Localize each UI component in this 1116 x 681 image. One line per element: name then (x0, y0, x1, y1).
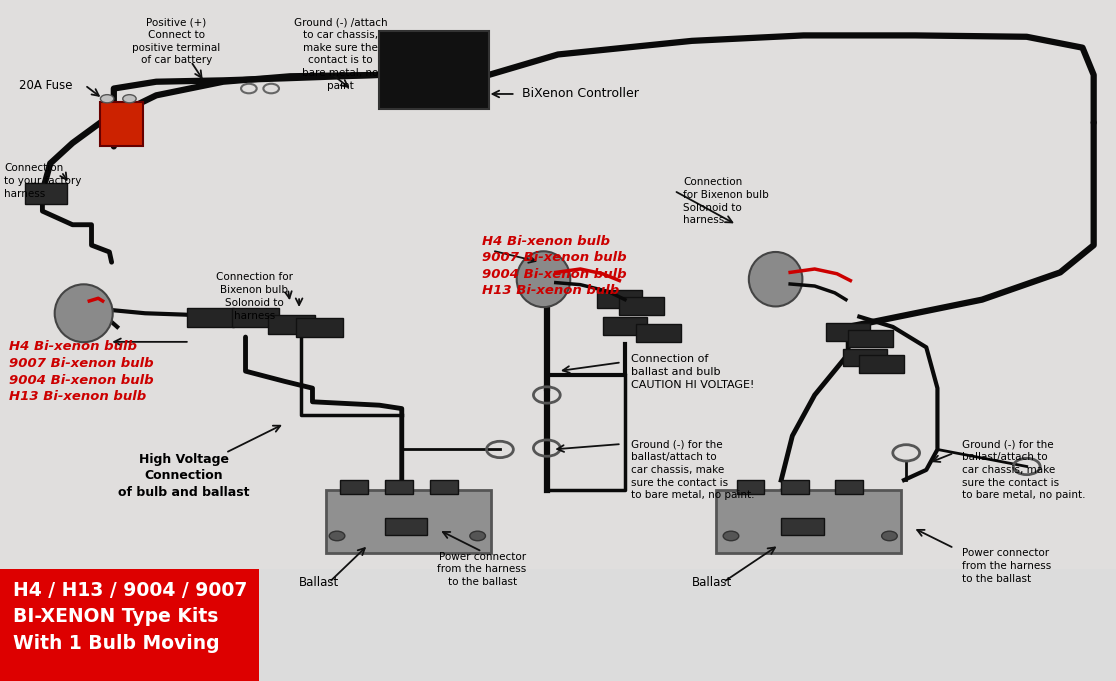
Text: Ground (-) /attach
to car chassis,
make sure the
contact is to
bare metal, no
pa: Ground (-) /attach to car chassis, make … (294, 17, 387, 91)
Bar (25, 183, 67, 204)
Text: Power connector
from the harness
to the ballast: Power connector from the harness to the … (962, 548, 1051, 584)
Bar (781, 518, 824, 535)
Text: Ground (-) for the
ballast/attach to
car chassis, make
sure the contact is
to ba: Ground (-) for the ballast/attach to car… (962, 439, 1086, 501)
Circle shape (329, 531, 345, 541)
Bar (737, 480, 764, 494)
Bar (385, 480, 413, 494)
Bar (296, 318, 343, 337)
Bar (187, 308, 234, 327)
Ellipse shape (55, 285, 113, 342)
Circle shape (100, 95, 114, 103)
Text: Ballast: Ballast (692, 575, 732, 589)
Bar (716, 490, 901, 553)
Bar (835, 480, 863, 494)
Text: Connection of
ballast and bulb
CAUTION HI VOLTAGE!: Connection of ballast and bulb CAUTION H… (631, 354, 754, 390)
Bar (619, 297, 664, 315)
Bar (268, 315, 315, 334)
Bar (100, 102, 143, 146)
Bar (0, 569, 259, 681)
Text: H4 / H13 / 9004 / 9007
BI-XENON Type Kits
With 1 Bulb Moving: H4 / H13 / 9004 / 9007 BI-XENON Type Kit… (13, 581, 248, 653)
Bar (259, 569, 1116, 681)
Circle shape (882, 531, 897, 541)
Text: Connection
to your factory
harness: Connection to your factory harness (4, 163, 81, 199)
Text: Connection
for Bixenon bulb
Solonoid to
harness: Connection for Bixenon bulb Solonoid to … (683, 177, 769, 225)
Text: 20A Fuse: 20A Fuse (19, 78, 73, 92)
Bar (848, 330, 893, 347)
Bar (843, 349, 887, 366)
Circle shape (723, 531, 739, 541)
Text: Connection for
Bixenon bulb
Solonoid to
harness: Connection for Bixenon bulb Solonoid to … (217, 272, 292, 321)
Ellipse shape (749, 252, 802, 306)
Bar (597, 290, 642, 308)
Bar (826, 323, 870, 340)
Bar (636, 324, 681, 342)
Bar (326, 490, 491, 553)
Bar (232, 308, 279, 327)
Text: H4 Bi-xenon bulb
9007 Bi-xenon bulb
9004 Bi-xenon bulb
H13 Bi-xenon bulb: H4 Bi-xenon bulb 9007 Bi-xenon bulb 9004… (9, 340, 154, 403)
Bar (0, 0, 1116, 569)
Text: Positive (+)
Connect to
positive terminal
of car battery: Positive (+) Connect to positive termina… (132, 17, 221, 65)
Circle shape (123, 95, 136, 103)
Text: Ground (-) for the
ballast/attach to
car chassis, make
sure the contact is
to ba: Ground (-) for the ballast/attach to car… (631, 439, 754, 501)
Text: Ballast: Ballast (299, 575, 339, 589)
Bar (603, 317, 647, 335)
Bar (340, 480, 368, 494)
Text: High Voltage
Connection
of bulb and ballast: High Voltage Connection of bulb and ball… (118, 453, 250, 499)
Ellipse shape (517, 251, 570, 307)
Text: BiXenon Controller: BiXenon Controller (522, 87, 639, 101)
Bar (859, 355, 904, 373)
Bar (385, 518, 427, 535)
Text: Power connector
from the harness
to the ballast: Power connector from the harness to the … (437, 552, 527, 587)
Circle shape (470, 531, 485, 541)
Text: H4 Bi-xenon bulb
9007 Bi-xenon bulb
9004 Bi-xenon bulb
H13 Bi-xenon bulb: H4 Bi-xenon bulb 9007 Bi-xenon bulb 9004… (482, 235, 627, 298)
Bar (379, 31, 489, 109)
Bar (430, 480, 458, 494)
Bar (781, 480, 809, 494)
